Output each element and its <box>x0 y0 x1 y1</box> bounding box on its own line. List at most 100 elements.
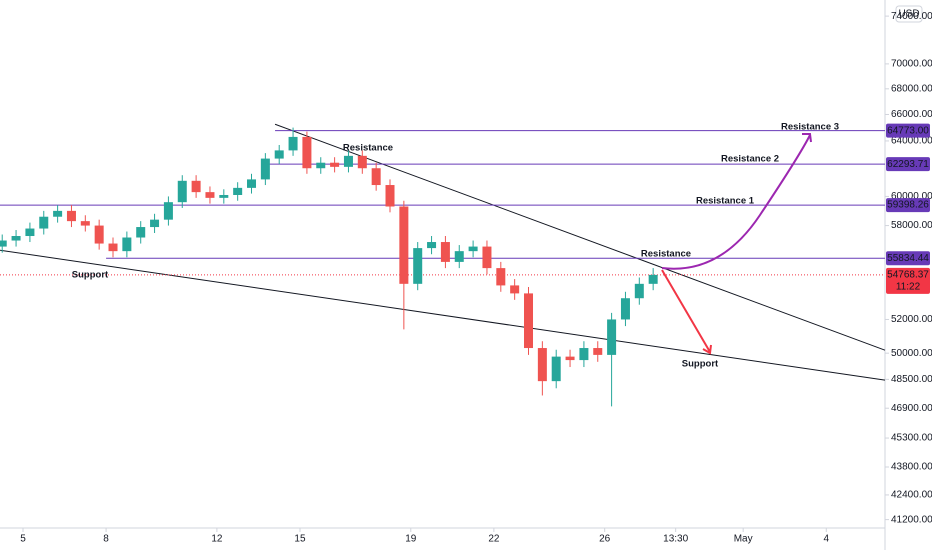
x-tick-label: 12 <box>211 534 223 545</box>
candle-body <box>565 356 575 361</box>
candle-body <box>94 225 104 244</box>
candle-body <box>122 237 132 252</box>
candle-body <box>496 268 506 286</box>
candle-body <box>440 242 450 262</box>
candle-body <box>136 227 146 238</box>
candle-body <box>343 155 353 167</box>
candle-body <box>385 185 395 207</box>
price-tag-label: 55834.44 <box>887 253 929 264</box>
candle-body <box>260 158 270 180</box>
x-tick-label: 15 <box>294 534 306 545</box>
x-tick-label: May <box>734 534 753 545</box>
x-tick-label: 26 <box>599 534 611 545</box>
candle-body <box>205 192 215 198</box>
y-tick-label: 68000.00 <box>891 83 932 94</box>
candle-body <box>219 194 229 198</box>
candle-body <box>607 319 617 355</box>
y-tick-label: 52000.00 <box>891 314 932 325</box>
candle-body <box>454 251 464 262</box>
candle-body <box>593 348 603 355</box>
price-tag <box>886 251 930 266</box>
candle-body <box>510 285 520 294</box>
annotation: Resistance 2 <box>721 154 779 165</box>
y-tick-label: 60000.00 <box>891 191 932 202</box>
up-arrow-head <box>802 133 812 143</box>
price-tag-label: 64773.00 <box>887 125 929 136</box>
annotation: Resistance 3 <box>781 122 839 133</box>
candle-body <box>39 216 49 229</box>
currency: USD <box>898 9 919 20</box>
candle-body <box>468 246 478 252</box>
y-tick-label: 66000.00 <box>891 109 932 120</box>
candle-body <box>233 187 243 195</box>
x-tick-label: 4 <box>823 534 829 545</box>
candle-body <box>80 221 90 226</box>
x-tick-label: 8 <box>103 534 109 545</box>
candle-body <box>247 179 257 188</box>
candle-body <box>482 246 492 269</box>
candle-body <box>25 228 35 237</box>
x-tick-label: 13:30 <box>663 534 688 545</box>
trendline <box>274 123 886 351</box>
price-tag-label: 59398.26 <box>887 200 929 211</box>
candle-body <box>648 274 658 284</box>
current-price-tag <box>886 267 930 294</box>
x-tick-label: 22 <box>488 534 500 545</box>
candle-body <box>399 206 409 284</box>
up-arrow <box>661 134 811 270</box>
currency-badge[interactable] <box>895 5 923 23</box>
candle-body <box>551 356 561 382</box>
y-tick-label: 43800.00 <box>891 462 932 473</box>
y-tick-label: 46900.00 <box>891 403 932 414</box>
candle-body <box>0 240 7 247</box>
y-tick-label: 50000.00 <box>891 348 932 359</box>
down-arrow <box>661 269 711 353</box>
annotation: Resistance <box>641 249 691 260</box>
current-price-label: 54768.37 <box>887 270 929 281</box>
y-tick-label: 42400.00 <box>891 490 932 501</box>
candle-body <box>163 202 173 220</box>
annotation: Support <box>682 359 719 370</box>
candle-body <box>371 168 381 186</box>
annotation: Resistance 1 <box>696 196 755 207</box>
y-tick-label: 70000.00 <box>891 59 932 70</box>
candle-body <box>579 348 589 361</box>
candle-body <box>288 136 298 151</box>
candle-body <box>316 162 326 169</box>
candle-body <box>357 155 367 169</box>
candle-body <box>330 162 340 167</box>
y-tick-label: 41200.00 <box>891 514 932 525</box>
candle-body <box>620 298 630 320</box>
candle-body <box>66 210 76 222</box>
trendline <box>0 249 886 381</box>
price-tag <box>886 123 930 138</box>
candle-body <box>53 210 63 217</box>
candle-body <box>274 150 284 159</box>
y-tick-label: 64000.00 <box>891 136 932 147</box>
x-tick-label: 19 <box>405 534 417 545</box>
y-tick-label: 48500.00 <box>891 374 932 385</box>
candle-body <box>427 242 437 249</box>
y-tick-label: 45300.00 <box>891 433 932 444</box>
candle-body <box>634 283 644 299</box>
candle-body <box>108 243 118 252</box>
price-tag <box>886 198 930 213</box>
candle-body <box>302 136 312 169</box>
countdown: 11:22 <box>896 282 921 293</box>
price-tag-label: 62293.71 <box>887 159 929 170</box>
candle-body <box>11 236 21 241</box>
candle-body <box>537 348 547 382</box>
y-tick-label: 58000.00 <box>891 220 932 231</box>
y-tick-label: 74000.00 <box>891 11 932 22</box>
candle-body <box>177 180 187 203</box>
x-tick-label: 5 <box>20 534 26 545</box>
price-tag <box>886 157 930 172</box>
candle-body <box>524 293 534 349</box>
plot <box>0 123 886 407</box>
candle-body <box>413 248 423 284</box>
down-arrow-head <box>702 344 712 355</box>
annotation: Support <box>72 270 109 281</box>
candle-body <box>150 219 160 228</box>
annotation: Resistance <box>343 143 393 154</box>
